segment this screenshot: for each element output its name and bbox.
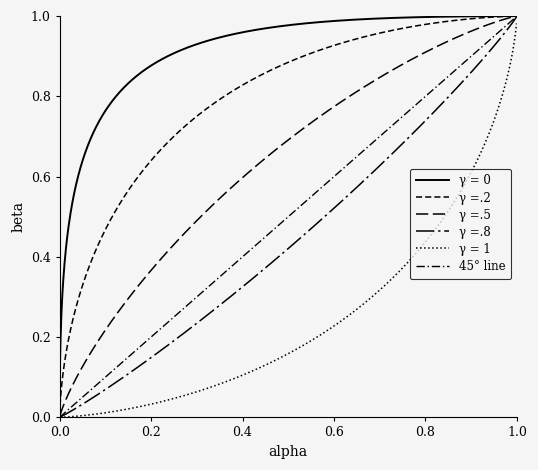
Legend: γ = 0, γ =.2, γ =.5, γ =.8, γ = 1, 45° line: γ = 0, γ =.2, γ =.5, γ =.8, γ = 1, 45° l… xyxy=(410,169,511,279)
X-axis label: alpha: alpha xyxy=(268,445,308,459)
Y-axis label: beta: beta xyxy=(11,201,25,232)
